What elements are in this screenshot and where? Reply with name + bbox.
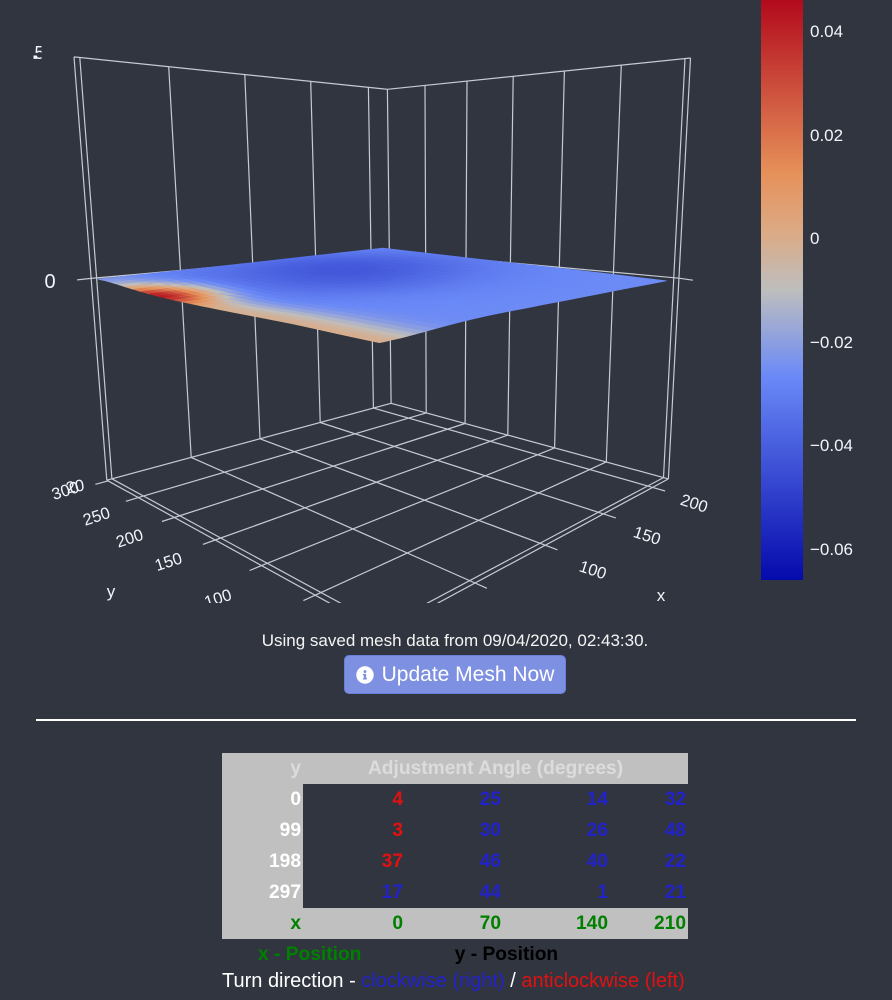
svg-text:−0.04: −0.04: [810, 436, 853, 455]
svg-text:y: y: [107, 582, 116, 601]
svg-text:100: 100: [577, 558, 609, 584]
svg-text:250: 250: [81, 504, 113, 530]
svg-text:x: x: [657, 586, 666, 603]
svg-text:20: 20: [65, 477, 86, 498]
svg-text:0.04: 0.04: [810, 22, 843, 41]
svg-text:200: 200: [114, 526, 146, 552]
svg-text:150: 150: [153, 549, 185, 575]
svg-text:100: 100: [202, 586, 234, 603]
svg-text:0.02: 0.02: [810, 126, 843, 145]
svg-text:5: 5: [34, 43, 44, 63]
svg-text:200: 200: [678, 491, 710, 517]
svg-text:−0.06: −0.06: [810, 540, 853, 559]
svg-text:0: 0: [44, 271, 55, 293]
svg-text:150: 150: [631, 523, 663, 549]
svg-text:−0.02: −0.02: [810, 333, 853, 352]
svg-text:0: 0: [810, 229, 819, 248]
